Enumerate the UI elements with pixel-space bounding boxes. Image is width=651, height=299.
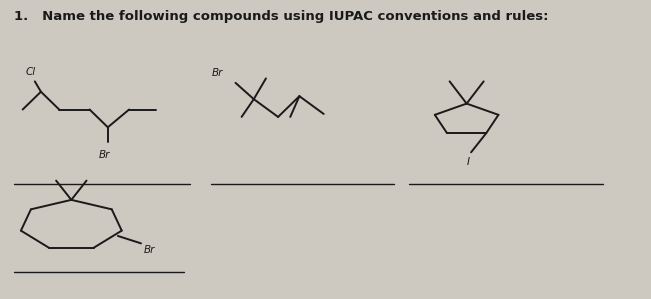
- Text: 1.   Name the following compounds using IUPAC conventions and rules:: 1. Name the following compounds using IU…: [14, 10, 548, 23]
- Text: I: I: [467, 157, 469, 167]
- Text: Cl: Cl: [26, 67, 36, 77]
- Text: Br: Br: [144, 245, 156, 255]
- Text: Br: Br: [212, 68, 223, 78]
- Text: Br: Br: [99, 150, 111, 159]
